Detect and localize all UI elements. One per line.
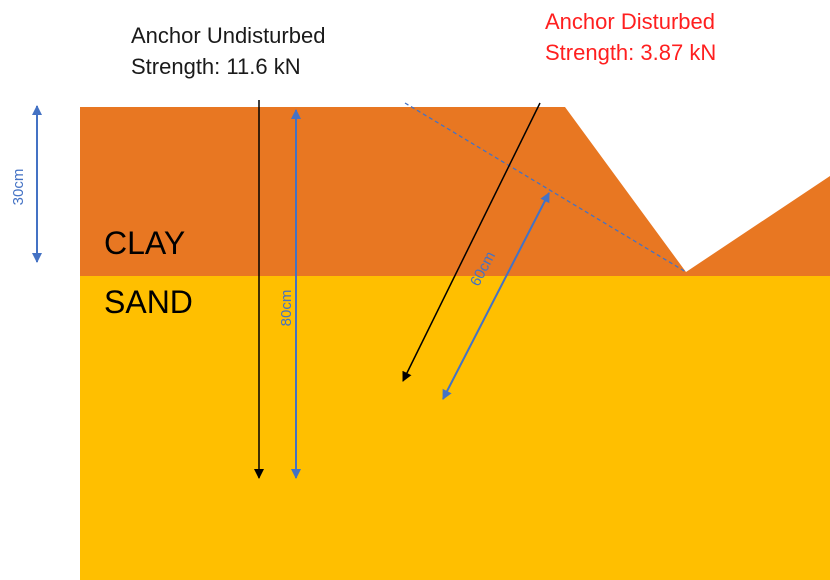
clay-thickness-label: 30cm bbox=[10, 169, 27, 206]
sand-layer-label: SAND bbox=[104, 284, 193, 320]
undisturbed-anchor-title: Anchor Undisturbed bbox=[131, 23, 326, 48]
sand-layer bbox=[80, 276, 830, 580]
vertical-anchor-length-label: 80cm bbox=[278, 290, 295, 327]
disturbed-anchor-caption: Anchor Disturbed Strength: 3.87 kN bbox=[545, 6, 716, 68]
slope-reference-line bbox=[404, 102, 687, 273]
clay-layer-label: CLAY bbox=[104, 225, 185, 261]
clay-layer bbox=[80, 107, 830, 276]
inclined-anchor-length-arrow bbox=[442, 192, 550, 400]
undisturbed-anchor-strength: Strength: 11.6 kN bbox=[131, 54, 301, 79]
disturbed-anchor-strength: Strength: 3.87 kN bbox=[545, 40, 717, 65]
disturbed-anchor-title: Anchor Disturbed bbox=[545, 9, 715, 34]
undisturbed-anchor-caption: Anchor Undisturbed Strength: 11.6 kN bbox=[131, 20, 325, 82]
